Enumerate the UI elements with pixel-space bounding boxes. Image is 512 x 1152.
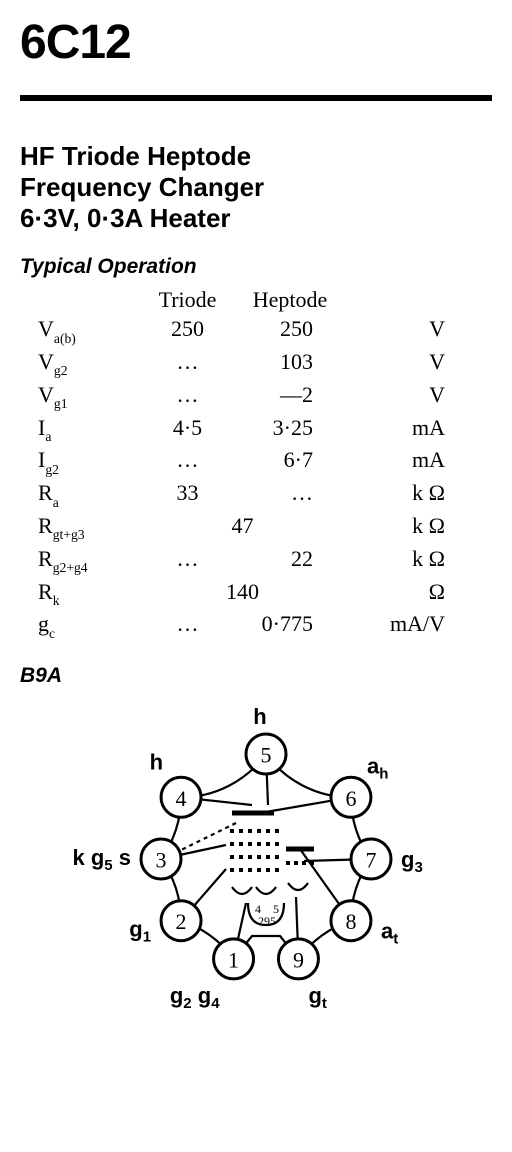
param-unit: mA bbox=[345, 445, 445, 475]
svg-text:5: 5 bbox=[261, 743, 272, 768]
param-symbol: Rgt+g3 bbox=[20, 511, 140, 544]
svg-text:2: 2 bbox=[176, 909, 187, 934]
table-row: Rk140Ω bbox=[20, 577, 492, 610]
operation-table: Triode Heptode Va(b)250250VVg2…103VVg1…—… bbox=[20, 285, 492, 643]
col-heptode: Heptode bbox=[235, 285, 345, 315]
svg-text:1: 1 bbox=[228, 948, 239, 973]
svg-text:g3: g3 bbox=[401, 847, 423, 876]
svg-text:g2 g4: g2 g4 bbox=[170, 983, 220, 1012]
param-symbol: Ig2 bbox=[20, 445, 140, 478]
svg-text:k g5 s: k g5 s bbox=[72, 845, 131, 874]
desc-line-1: HF Triode Heptode bbox=[20, 141, 492, 172]
table-row: Vg2…103V bbox=[20, 347, 492, 380]
desc-line-3: 6·3V, 0·3A Heater bbox=[20, 203, 492, 234]
svg-text:ah: ah bbox=[367, 754, 388, 783]
pinout-diagram: 45295123456789hhahk g5 sg3g1atg2 g4gt bbox=[20, 684, 492, 1044]
svg-text:3: 3 bbox=[156, 848, 167, 873]
col-triode: Triode bbox=[140, 285, 235, 315]
param-triode: … bbox=[140, 445, 235, 475]
svg-text:9: 9 bbox=[293, 948, 304, 973]
typical-operation-title: Typical Operation bbox=[20, 255, 492, 279]
param-unit: mA bbox=[345, 413, 445, 443]
param-value: 140 bbox=[140, 577, 345, 607]
svg-text:g1: g1 bbox=[129, 917, 151, 946]
param-heptode: 22 bbox=[235, 544, 345, 574]
param-unit: k Ω bbox=[345, 511, 445, 541]
part-number: 6C12 bbox=[20, 15, 492, 70]
svg-text:7: 7 bbox=[366, 848, 377, 873]
desc-line-2: Frequency Changer bbox=[20, 172, 492, 203]
svg-text:295: 295 bbox=[258, 914, 276, 928]
param-symbol: Ia bbox=[20, 413, 140, 446]
param-symbol: Vg1 bbox=[20, 380, 140, 413]
param-heptode: … bbox=[235, 478, 345, 508]
param-triode: 4·5 bbox=[140, 413, 235, 443]
table-row: Vg1…—2V bbox=[20, 380, 492, 413]
table-row: Va(b)250250V bbox=[20, 314, 492, 347]
svg-text:8: 8 bbox=[345, 909, 356, 934]
param-heptode: 0·775 bbox=[235, 609, 345, 639]
param-symbol: gc bbox=[20, 609, 140, 642]
table-row: Rg2+g4…22k Ω bbox=[20, 544, 492, 577]
param-heptode: —2 bbox=[235, 380, 345, 410]
param-unit: V bbox=[345, 347, 445, 377]
table-row: Ra33…k Ω bbox=[20, 478, 492, 511]
param-symbol: Rk bbox=[20, 577, 140, 610]
param-triode: … bbox=[140, 609, 235, 639]
param-triode: … bbox=[140, 380, 235, 410]
svg-text:gt: gt bbox=[308, 983, 326, 1012]
param-unit: V bbox=[345, 380, 445, 410]
table-row: gc…0·775mA/V bbox=[20, 609, 492, 642]
svg-text:at: at bbox=[381, 919, 398, 948]
svg-text:h: h bbox=[253, 704, 266, 729]
param-heptode: 3·25 bbox=[235, 413, 345, 443]
param-unit: Ω bbox=[345, 577, 445, 607]
table-header-row: Triode Heptode bbox=[20, 285, 492, 315]
param-symbol: Rg2+g4 bbox=[20, 544, 140, 577]
param-heptode: 250 bbox=[235, 314, 345, 344]
param-value: 47 bbox=[140, 511, 345, 541]
description: HF Triode Heptode Frequency Changer 6·3V… bbox=[20, 141, 492, 235]
param-triode: … bbox=[140, 347, 235, 377]
param-symbol: Va(b) bbox=[20, 314, 140, 347]
param-heptode: 6·7 bbox=[235, 445, 345, 475]
param-unit: mA/V bbox=[345, 609, 445, 639]
param-unit: k Ω bbox=[345, 478, 445, 508]
divider bbox=[20, 95, 492, 101]
param-triode: 33 bbox=[140, 478, 235, 508]
param-triode: … bbox=[140, 544, 235, 574]
svg-text:h: h bbox=[150, 750, 163, 775]
param-triode: 250 bbox=[140, 314, 235, 344]
param-symbol: Vg2 bbox=[20, 347, 140, 380]
param-unit: V bbox=[345, 314, 445, 344]
table-row: Ia4·53·25mA bbox=[20, 413, 492, 446]
table-row: Rgt+g347k Ω bbox=[20, 511, 492, 544]
param-heptode: 103 bbox=[235, 347, 345, 377]
table-row: Ig2…6·7mA bbox=[20, 445, 492, 478]
svg-text:4: 4 bbox=[176, 786, 187, 811]
param-unit: k Ω bbox=[345, 544, 445, 574]
svg-text:6: 6 bbox=[345, 786, 356, 811]
param-symbol: Ra bbox=[20, 478, 140, 511]
